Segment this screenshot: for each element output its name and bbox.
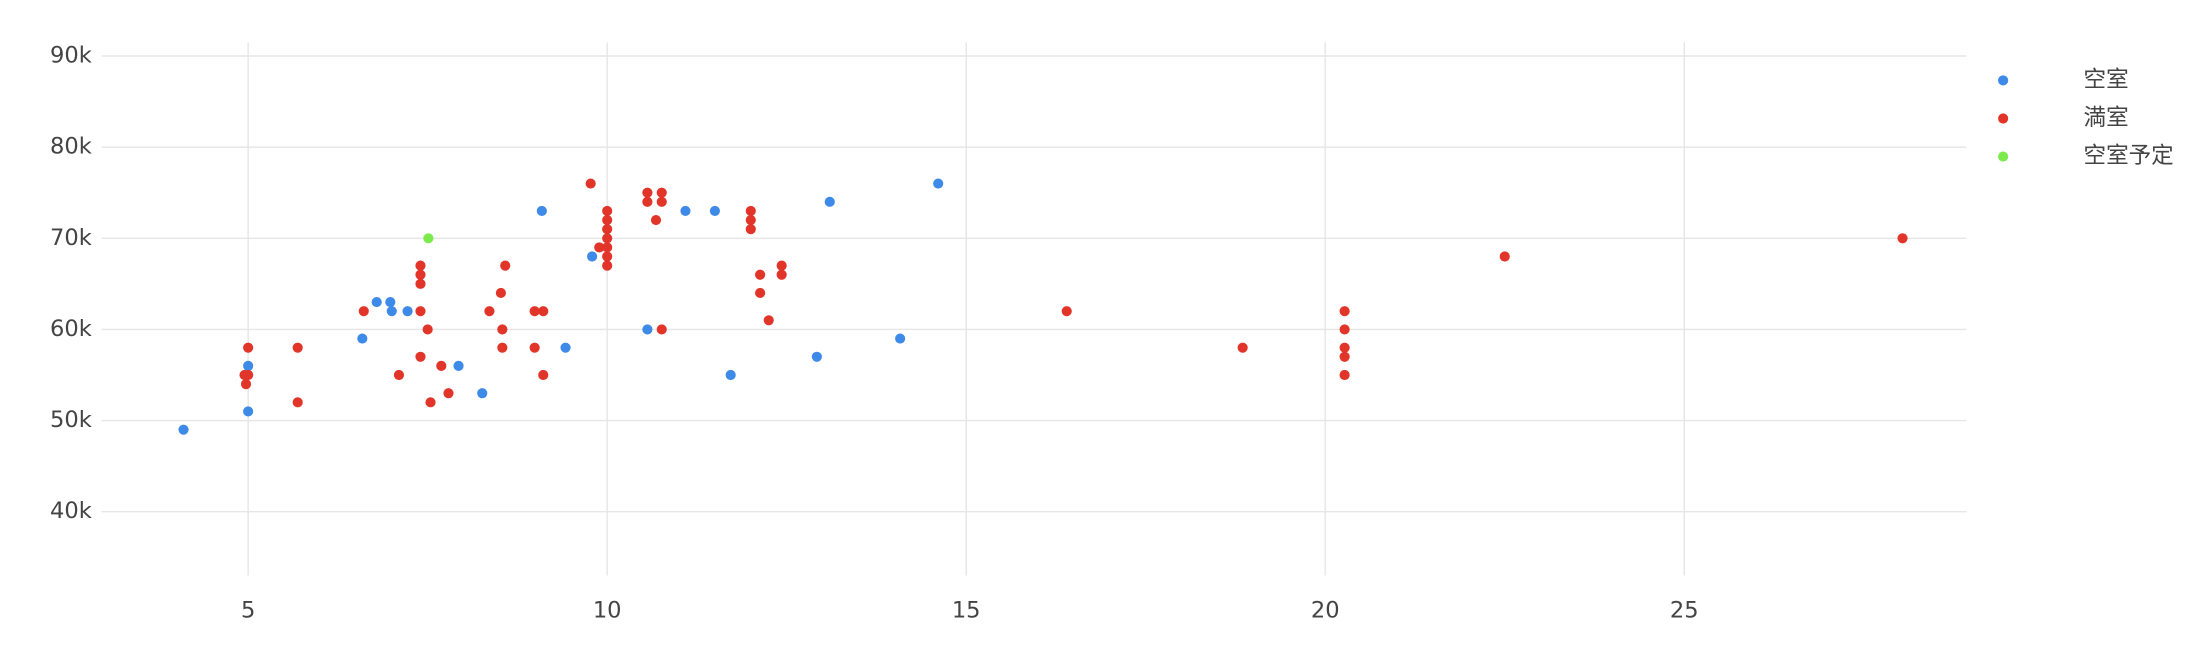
point [402,306,413,317]
point [755,287,766,299]
y-tick-label: 90k [50,42,92,68]
point [477,388,488,399]
point [895,333,906,344]
point [529,306,540,317]
x-tick-label: 25 [1670,597,1699,623]
point [292,342,303,353]
point [415,306,426,317]
x-tick-label: 10 [593,597,622,623]
point [243,369,254,381]
point [560,342,571,353]
x-tick-label: 20 [1311,597,1340,623]
point [371,297,382,308]
point [811,351,822,362]
point [1339,324,1350,335]
point [358,306,369,317]
point [776,269,787,280]
point [453,360,464,371]
point [602,224,613,235]
legend-label: 満室 [2084,105,2129,131]
x-tick-label: 15 [952,597,981,623]
point [602,233,613,244]
y-tick-label: 50k [50,407,92,433]
point [178,424,189,435]
point [1499,251,1510,262]
point [656,324,667,335]
point [495,287,506,299]
point [585,178,596,189]
point [776,260,787,271]
point [602,251,613,262]
point [243,342,254,353]
point [497,324,508,335]
legend-marker [1998,151,2009,162]
point [745,205,756,217]
point [393,369,405,381]
point [763,315,774,326]
point [243,406,254,417]
point [536,205,547,217]
point [602,242,613,253]
point [497,342,508,353]
y-tick-label: 60k [50,316,92,342]
legend-marker [1998,75,2009,86]
point [755,269,766,280]
point [1061,306,1072,317]
point [240,379,252,390]
point [680,205,691,217]
point [642,324,653,335]
point [745,214,756,226]
point [1339,369,1350,381]
point [642,196,653,207]
point [423,233,434,244]
point [587,251,598,262]
point [656,187,667,198]
point [484,306,495,317]
point [386,306,397,317]
legend-marker [1998,113,2009,124]
point [656,196,667,207]
point [538,306,549,317]
point [1339,306,1350,317]
point [602,205,613,217]
point [650,214,662,226]
point [292,397,303,408]
point [436,360,447,371]
y-tick-label: 40k [50,498,92,524]
point [725,369,736,381]
point [709,205,720,217]
point [415,278,426,289]
point [1339,351,1350,362]
y-tick-label: 70k [50,225,92,251]
point [415,269,426,280]
point [500,260,511,271]
point [642,187,653,198]
point [415,351,426,362]
point [1897,233,1908,244]
point [745,224,756,235]
point [1237,342,1248,353]
point [824,196,835,207]
point [933,178,944,189]
point [529,342,540,353]
y-tick-label: 80k [50,134,92,160]
legend-label: 空室予定 [2084,143,2174,169]
point [443,388,454,399]
legend-label: 空室 [2084,67,2129,93]
point [538,369,549,381]
point [602,260,613,271]
point [385,297,396,308]
point [415,260,426,271]
point [425,397,436,408]
point [594,242,605,253]
point [422,324,433,335]
x-tick-label: 5 [241,597,255,623]
point [243,360,254,371]
point [1339,342,1350,353]
point [357,333,368,344]
point [602,214,613,226]
